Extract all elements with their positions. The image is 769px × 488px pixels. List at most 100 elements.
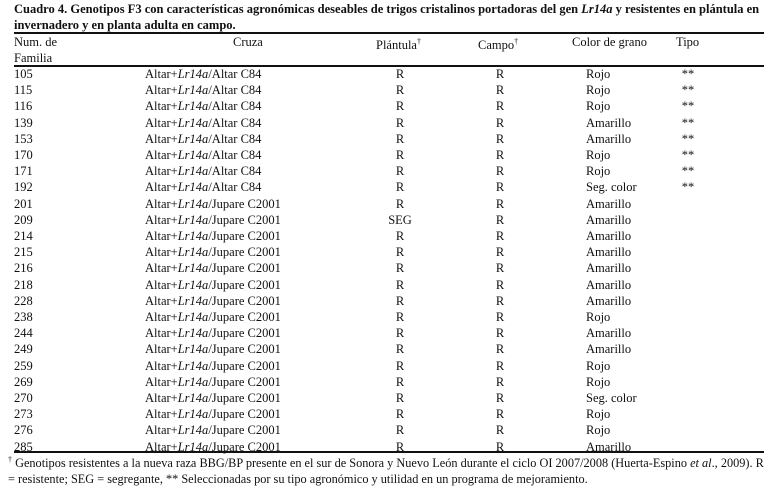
campo-value: R — [495, 407, 505, 422]
plantula-value: R — [395, 164, 405, 179]
cross: Altar+Lr14a/Jupare C2001 — [145, 261, 281, 276]
cross: Altar+Lr14a/Altar C84 — [145, 83, 262, 98]
family-number: 259 — [14, 358, 33, 373]
family-number: 214 — [14, 229, 33, 243]
grain-color: Seg. color — [586, 180, 637, 195]
campo-value: R — [495, 180, 505, 195]
grain-color: Rojo — [586, 83, 611, 98]
cross: Altar+Lr14a/Jupare C2001 — [145, 245, 281, 260]
campo-value: R — [495, 358, 505, 373]
plantula-value: R — [395, 115, 405, 130]
table-row: 139 Altar+Lr14a/Altar C84 R R Amarillo *… — [0, 115, 769, 131]
family-number: 269 — [14, 374, 33, 389]
caption-text-end: y resistentes en plántula en invernadero… — [14, 2, 760, 32]
family-number: 273 — [14, 407, 33, 422]
campo-value: R — [495, 342, 505, 357]
grain-color: Amarillo — [586, 277, 632, 292]
grain-color: Amarillo — [586, 439, 632, 454]
family-number: 192 — [14, 180, 33, 195]
type-mark: ** — [681, 115, 695, 130]
table-row: 171 Altar+Lr14a/Altar C84 R R Rojo ** — [0, 163, 769, 179]
grain-color: Amarillo — [586, 342, 632, 357]
campo-value: R — [495, 391, 505, 405]
table-row: 116 Altar+Lr14a/Altar C84 R R Rojo ** — [0, 98, 769, 114]
cross: Altar+Lr14a/Altar C84 — [145, 67, 262, 81]
header-campo: Campo† — [478, 37, 519, 53]
grain-color: Amarillo — [586, 196, 632, 211]
table-row: 209 Altar+Lr14a/Jupare C2001 SEG R Amari… — [0, 212, 769, 228]
type-mark: ** — [681, 148, 695, 162]
cross: Altar+Lr14a/Jupare C2001 — [145, 310, 281, 324]
cross: Altar+Lr14a/Altar C84 — [145, 180, 262, 195]
grain-color: Amarillo — [586, 212, 632, 227]
campo-value: R — [495, 115, 505, 130]
table-caption: Cuadro 4. Genotipos F3 con característic… — [14, 1, 764, 33]
campo-value: R — [495, 277, 505, 292]
campo-value: R — [495, 245, 505, 260]
cross: Altar+Lr14a/Altar C84 — [145, 115, 262, 130]
table-row: 276 Altar+Lr14a/Jupare C2001 R R Rojo — [0, 422, 769, 438]
campo-value: R — [495, 83, 505, 98]
cross: Altar+Lr14a/Jupare C2001 — [145, 407, 281, 422]
family-number: 105 — [14, 67, 33, 81]
cross: Altar+Lr14a/Jupare C2001 — [145, 277, 281, 292]
family-number: 228 — [14, 293, 33, 308]
campo-value: R — [495, 310, 505, 324]
table-row: 259 Altar+Lr14a/Jupare C2001 R R Rojo — [0, 358, 769, 374]
cross: Altar+Lr14a/Altar C84 — [145, 164, 262, 179]
cross: Altar+Lr14a/Jupare C2001 — [145, 229, 281, 243]
top-rule — [14, 32, 764, 34]
family-number: 285 — [14, 439, 33, 454]
plantula-value: R — [395, 83, 405, 98]
family-number: 171 — [14, 164, 33, 179]
family-number: 209 — [14, 212, 33, 227]
cross: Altar+Lr14a/Jupare C2001 — [145, 391, 281, 405]
table-row: 270 Altar+Lr14a/Jupare C2001 R R Seg. co… — [0, 390, 769, 406]
caption-text: Cuadro 4. Genotipos F3 con característic… — [14, 2, 582, 16]
campo-value: R — [495, 229, 505, 243]
plantula-value: R — [395, 99, 405, 114]
family-number: 216 — [14, 261, 33, 276]
grain-color: Amarillo — [586, 245, 632, 260]
campo-value: R — [495, 164, 505, 179]
family-number: 153 — [14, 131, 33, 146]
cross: Altar+Lr14a/Altar C84 — [145, 131, 262, 146]
type-mark: ** — [681, 99, 695, 114]
type-mark: ** — [681, 67, 695, 81]
table-row: 214 Altar+Lr14a/Jupare C2001 R R Amarill… — [0, 228, 769, 244]
header-plantula: Plántula† — [376, 37, 421, 53]
grain-color: Rojo — [586, 148, 611, 162]
header-rule — [14, 65, 764, 67]
header-tipo: Tipo — [676, 35, 700, 49]
cross: Altar+Lr14a/Jupare C2001 — [145, 423, 281, 438]
grain-color: Rojo — [586, 310, 611, 324]
plantula-value: R — [395, 261, 405, 276]
cross: Altar+Lr14a/Altar C84 — [145, 148, 262, 162]
cross: Altar+Lr14a/Jupare C2001 — [145, 358, 281, 373]
family-number: 238 — [14, 310, 33, 324]
table-row: 228 Altar+Lr14a/Jupare C2001 R R Amarill… — [0, 293, 769, 309]
cross: Altar+Lr14a/Jupare C2001 — [145, 196, 281, 211]
campo-value: R — [495, 148, 505, 162]
campo-value: R — [495, 439, 505, 454]
cross: Altar+Lr14a/Jupare C2001 — [145, 374, 281, 389]
footnote: † Genotipos resistentes a la nueva raza … — [8, 455, 764, 487]
grain-color: Rojo — [586, 423, 611, 438]
family-number: 116 — [14, 99, 33, 114]
grain-color: Rojo — [586, 374, 611, 389]
bottom-rule — [14, 451, 764, 453]
type-mark: ** — [681, 180, 695, 195]
header-color: Color de grano — [572, 35, 647, 49]
family-number: 249 — [14, 342, 33, 357]
header-num: Num. de Familia — [14, 35, 58, 65]
plantula-value: R — [395, 439, 405, 454]
plantula-value: R — [395, 148, 405, 162]
type-mark: ** — [681, 83, 695, 98]
family-number: 115 — [14, 83, 33, 98]
cross: Altar+Lr14a/Jupare C2001 — [145, 439, 281, 454]
plantula-value: SEG — [388, 212, 412, 227]
plantula-value: R — [395, 180, 405, 195]
table-row: 244 Altar+Lr14a/Jupare C2001 R R Amarill… — [0, 325, 769, 341]
plantula-value: R — [395, 407, 405, 422]
